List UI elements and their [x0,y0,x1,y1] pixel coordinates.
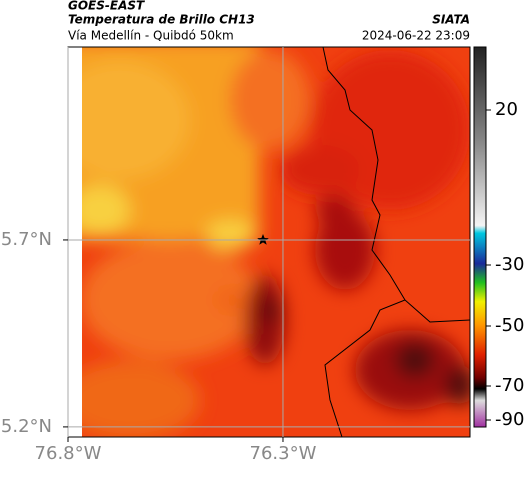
station-marker [257,234,269,245]
title: GOES-EAST [68,0,145,13]
colorbar-tick-label: 20 [495,99,518,120]
y-tick-label: 5.7°N [1,229,52,250]
brightness-field [82,47,470,437]
subtitle: Temperatura de Brillo CH13 [68,13,255,27]
colorbar-tick-label: -90 [495,409,524,430]
colorbar-tick-label: -50 [495,315,524,336]
x-tick-label: 76.8°W [35,443,102,464]
colorbar-tick-label: -70 [495,375,524,396]
location: Vía Medellín - Quibdó 50km [68,29,234,43]
colorbar-tick-label: -30 [495,254,524,275]
colorbar [473,46,487,428]
x-tick-label: 76.3°W [250,443,317,464]
timestamp: 2024-06-22 23:09 [362,29,470,43]
source: SIATA [432,13,470,27]
y-tick-label: 5.2°N [1,416,52,437]
border [322,47,470,437]
